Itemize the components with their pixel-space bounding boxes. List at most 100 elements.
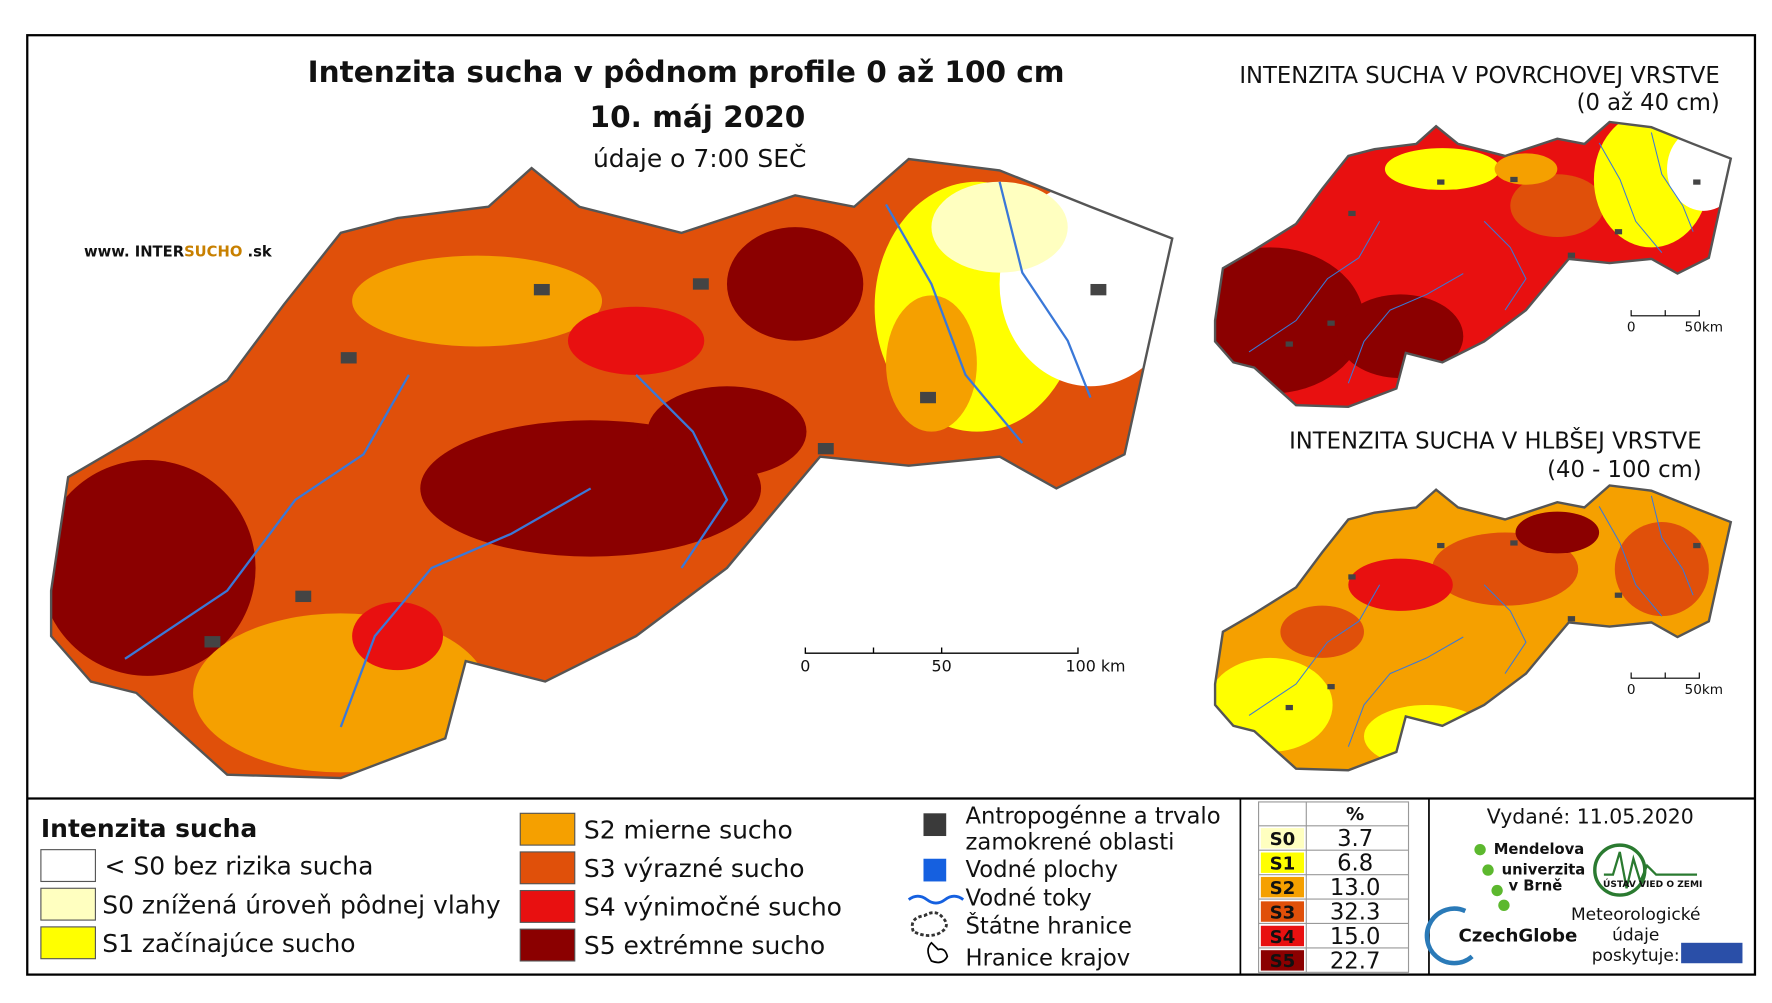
text: S2 — [1270, 878, 1296, 899]
text: Intenzita sucha — [41, 814, 257, 843]
legend-icon — [923, 858, 947, 882]
urban-area — [1567, 252, 1576, 258]
urban-area — [920, 391, 936, 404]
text: 0 — [1627, 682, 1636, 698]
legend-icon — [923, 813, 947, 837]
region — [1348, 558, 1453, 611]
logo-shmu — [1681, 942, 1743, 964]
text: Vodné toky — [966, 885, 1092, 911]
text: 0 — [1627, 320, 1636, 336]
region — [1384, 148, 1500, 190]
text: INTENZITA SUCHA V HLBŠEJ VRSTVE — [1289, 427, 1701, 455]
river — [1598, 506, 1663, 617]
region — [726, 227, 864, 341]
river — [1650, 132, 1694, 232]
river — [124, 374, 410, 660]
text: Vodné plochy — [966, 857, 1119, 883]
text: S5 extrémne sucho — [584, 931, 825, 960]
legend-swatch — [519, 812, 576, 846]
region — [647, 386, 807, 478]
legend-icon — [910, 911, 948, 937]
text: poskytuje: — [1592, 946, 1680, 966]
text: údaje o 7:00 SEČ — [593, 143, 807, 173]
table-swatch — [1260, 876, 1305, 898]
legend-swatch — [519, 889, 576, 923]
state-border — [1213, 120, 1733, 408]
legend-swatch — [519, 851, 576, 885]
river — [1347, 636, 1464, 747]
table-swatch — [1260, 925, 1305, 947]
text: 50 — [932, 656, 952, 675]
text: 3.7 — [1337, 826, 1373, 852]
text: 32.3 — [1330, 900, 1381, 926]
text: 6.8 — [1337, 851, 1373, 877]
text: (0 až 40 cm) — [1577, 90, 1720, 116]
text: 0 — [800, 656, 810, 675]
text: údaje — [1612, 926, 1659, 946]
region — [1614, 522, 1709, 617]
table-swatch — [1260, 852, 1305, 873]
urban-area — [1285, 341, 1293, 347]
text: Meteorologické — [1571, 905, 1700, 925]
river — [635, 374, 729, 569]
text: (40 - 100 cm) — [1547, 457, 1701, 483]
drought-map — [49, 157, 1174, 780]
urban-area — [1567, 616, 1576, 622]
region — [886, 295, 977, 432]
urban-area — [533, 283, 550, 296]
legend-swatch — [40, 926, 96, 960]
scale-bar — [804, 647, 1079, 654]
river — [1650, 495, 1694, 596]
logo-arc — [1424, 906, 1474, 966]
region — [931, 181, 1068, 273]
urban-area — [1348, 574, 1356, 580]
text: Štátne hranice — [966, 912, 1132, 940]
urban-area — [204, 636, 221, 648]
region — [1215, 657, 1333, 752]
text: S0 — [1270, 829, 1296, 850]
scale-bar — [1630, 672, 1700, 679]
text: S4 výnimočné sucho — [584, 893, 842, 922]
region — [567, 306, 705, 375]
text: 10. máj 2020 — [590, 100, 806, 134]
website-part: SUCHO — [184, 244, 242, 261]
text: S3 výrazné sucho — [584, 854, 805, 883]
legend-swatch — [40, 849, 96, 883]
text: S0 znížená úroveň pôdnej vlahy — [102, 890, 501, 919]
region — [1494, 153, 1558, 185]
state-border — [49, 157, 1174, 780]
urban-area — [1614, 229, 1623, 235]
region — [1510, 174, 1605, 237]
region — [1515, 511, 1600, 554]
text: zamokrené oblasti — [966, 830, 1175, 856]
text: Antropogénne a trvalo — [966, 804, 1221, 830]
legend-swatch — [519, 928, 576, 962]
region — [193, 613, 489, 773]
river — [1248, 221, 1381, 353]
river — [1483, 584, 1527, 674]
text: INTENZITA SUCHA V POVRCHOVEJ VRSTVE — [1239, 63, 1719, 89]
text: 13.0 — [1330, 875, 1381, 901]
text: 100 km — [1065, 656, 1125, 675]
website-part: .sk — [242, 244, 273, 261]
urban-area — [1510, 540, 1518, 546]
text: Hranice krajov — [966, 946, 1131, 972]
text: Vydané: 11.05.2020 — [1487, 805, 1694, 829]
urban-area — [295, 590, 312, 603]
drought-map — [1213, 484, 1733, 772]
region — [51, 460, 256, 676]
text: v Brně — [1508, 878, 1562, 895]
region — [352, 602, 443, 671]
scale-bar — [1630, 310, 1700, 317]
text: 50km — [1685, 682, 1724, 698]
river — [339, 487, 592, 728]
urban-area — [1285, 704, 1293, 711]
urban-area — [1327, 684, 1335, 690]
text: 22.7 — [1330, 948, 1381, 974]
table-swatch — [1260, 901, 1305, 922]
text: S5 — [1270, 951, 1296, 972]
table-swatch — [1260, 828, 1305, 849]
river — [998, 181, 1092, 398]
text: % — [1346, 804, 1364, 825]
text: CzechGlobe — [1458, 926, 1577, 947]
